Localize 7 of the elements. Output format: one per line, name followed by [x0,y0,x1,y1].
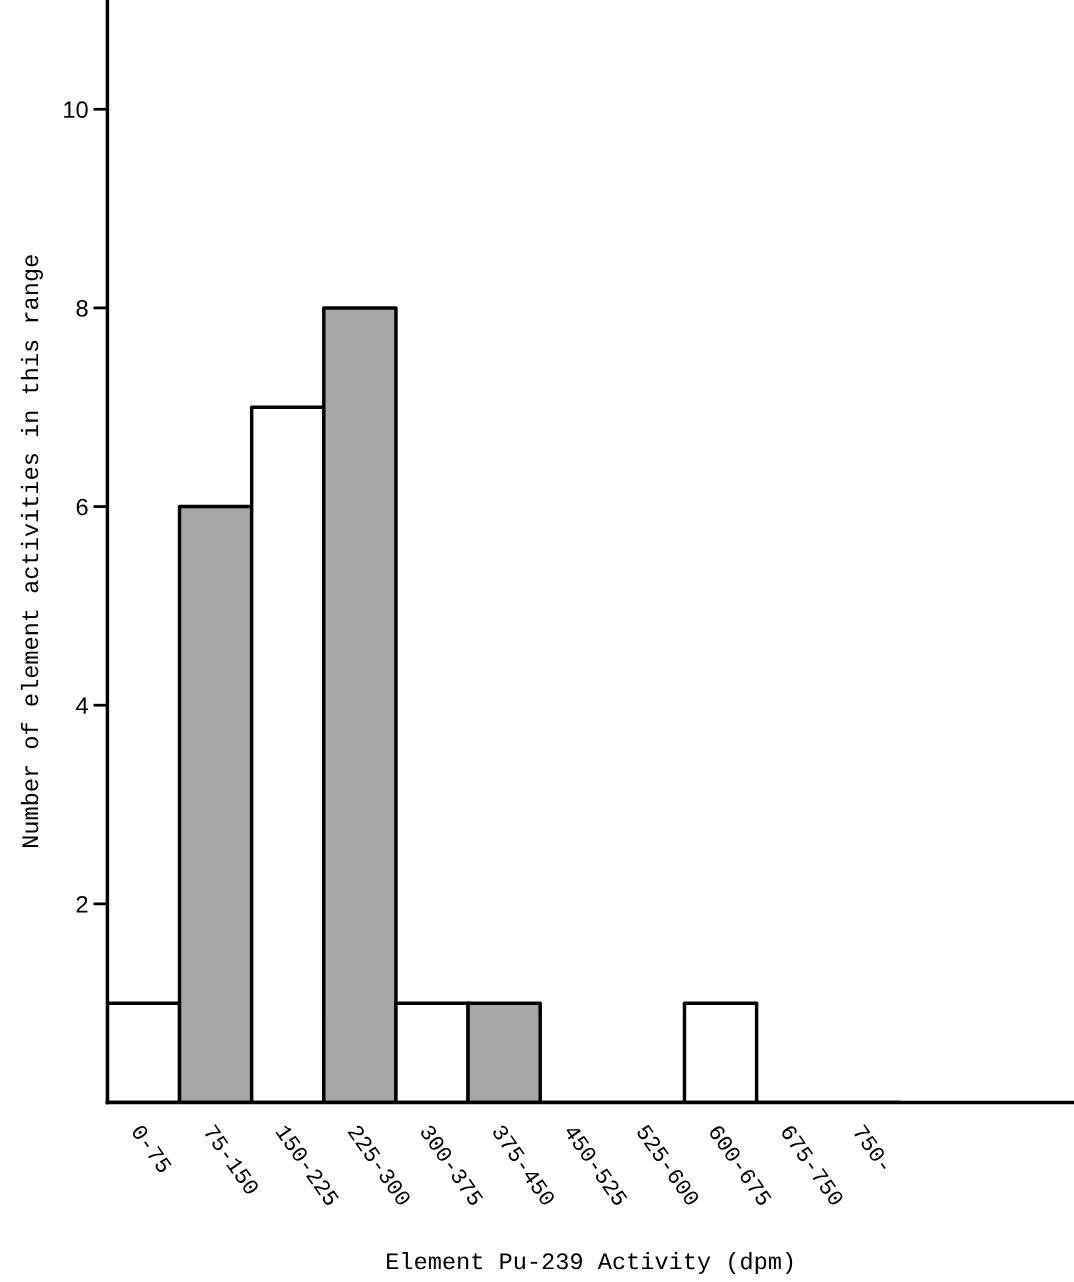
x-axis-title: Element Pu-239 Activity (dpm) [387,1251,793,1274]
y-axis-title: Number of element activities in this range [20,255,43,847]
y-tick-label: 6 [76,498,88,516]
y-tick-label: 4 [76,697,88,714]
y-tick-label: 2 [76,895,88,913]
y-tick-label: 10 [64,101,88,119]
y-tick-label: 8 [76,299,88,317]
